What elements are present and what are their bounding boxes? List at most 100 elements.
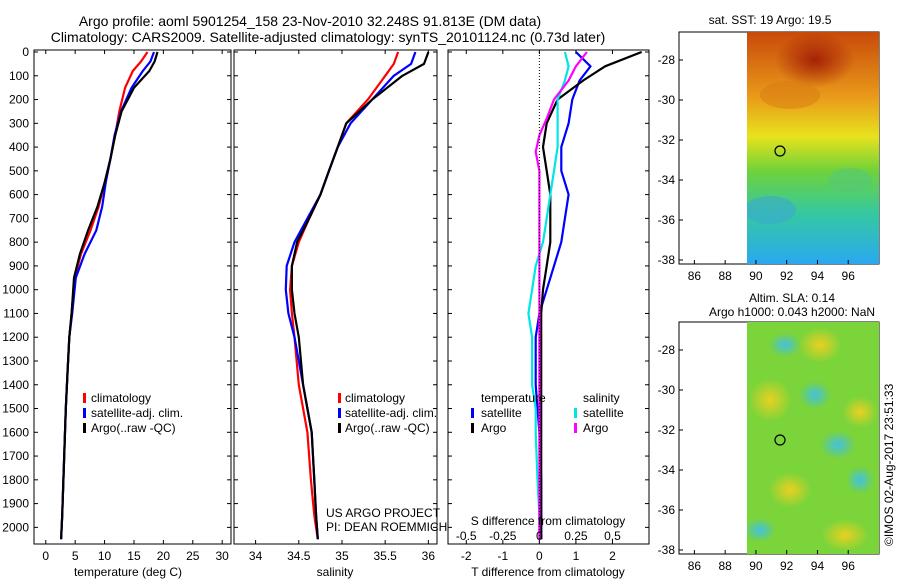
salinity-panel-frame: [233, 49, 438, 545]
map-y-tick-label: -32: [658, 423, 676, 437]
salinity-difference-ticks: -0.5 -0.25 0 0.25 0.5: [456, 529, 621, 543]
series-line-0: [289, 51, 400, 540]
map-y-tick-label: -34: [658, 173, 676, 187]
depth-tick-label: 1100: [3, 306, 29, 320]
map-x-tick-label: 94: [811, 559, 825, 573]
map-y-tick-label: -30: [658, 93, 676, 107]
salinity-legend: climatology satellite-adj. clim. Argo(..…: [338, 391, 437, 435]
map-x-tick-label: 94: [811, 269, 825, 283]
temperature-series: [60, 51, 159, 540]
header-line1: Argo profile: aoml 5901254_158 23-Nov-20…: [79, 13, 541, 29]
legend-swatch-temp-satellite: [471, 408, 474, 418]
map-x-tick-label: 96: [842, 269, 856, 283]
legend-label: satellite-adj. clim.: [91, 406, 183, 420]
depth-tick-label: 1400: [2, 378, 29, 392]
credit-project: US ARGO PROJECT: [326, 506, 441, 520]
sst-heatmap: [747, 32, 879, 264]
legend-header-salinity: salinity: [583, 391, 620, 405]
depth-tick-label: 1000: [2, 283, 29, 297]
x-tick-label: 30: [215, 549, 229, 563]
series-line-2: [527, 51, 570, 540]
map-y-tick-label: -38: [658, 253, 676, 267]
map-x-tick-label: 90: [749, 559, 763, 573]
x-tick-label: -1: [497, 549, 508, 563]
map-x-tick-label: 88: [718, 269, 732, 283]
depth-tick-label: 700: [9, 211, 29, 225]
salinity-x-ticks: 34 34.5 35 35.5 36: [249, 50, 435, 563]
x-tick-label: 34: [249, 549, 263, 563]
legend-swatch-climatology: [83, 393, 86, 403]
imos-stamp: ©IMOS 02-Aug-2017 23:51:33: [882, 383, 896, 546]
x-tick-label: 20: [157, 549, 171, 563]
sla-map-axes: 86 88 90 92 94 96 -28 -30 -32 -34 -36 -38: [658, 343, 856, 573]
temperature-x-ticks: 0 5 10 15 20 25 30: [42, 50, 229, 563]
legend-swatch-sal-satellite: [574, 408, 577, 418]
legend-swatch-temp-argo: [471, 423, 474, 433]
temperature-panel-frame: [33, 49, 232, 545]
depth-tick-label: 600: [9, 188, 29, 202]
legend-swatch-satellite: [338, 408, 341, 418]
map-y-tick-label: -34: [658, 463, 676, 477]
legend-label: climatology: [91, 391, 151, 405]
legend-swatch-sal-argo: [574, 423, 577, 433]
difference-x-ticks: -2 -1 0 1 2: [461, 50, 616, 563]
depth-tick-label: 500: [9, 164, 29, 178]
map-x-tick-label: 90: [749, 269, 763, 283]
x-tick-label: 35.5: [373, 549, 397, 563]
legend-label: satellite-adj. clim.: [345, 406, 437, 420]
x-tick-label: -2: [461, 549, 472, 563]
map-y-tick-label: -32: [658, 133, 676, 147]
depth-tick-label: 1600: [2, 425, 29, 439]
difference-series: [527, 50, 643, 540]
depth-tick-label: 1800: [2, 473, 29, 487]
legend-swatch-argo: [338, 423, 341, 433]
map-x-tick-label: 88: [718, 559, 732, 573]
difference-panel-frame: [447, 49, 650, 545]
map-y-tick-label: -28: [658, 53, 676, 67]
x-tick-label: 34.5: [287, 549, 311, 563]
top-tick-label: 0.5: [604, 529, 621, 543]
legend-label: Argo: [583, 421, 609, 435]
difference-legend: temperature salinity satellite Argo sate…: [471, 391, 624, 435]
series-line-1: [284, 51, 417, 540]
x-tick-label: 5: [72, 549, 79, 563]
series-line-2: [60, 51, 159, 540]
legend-label: Argo: [481, 421, 507, 435]
sst-map-title: sat. SST: 19 Argo: 19.5: [709, 13, 832, 27]
map-y-tick-label: -30: [658, 383, 676, 397]
legend-label: climatology: [345, 391, 405, 405]
salinity-difference-label: S difference from climatology: [471, 514, 626, 528]
depth-axis: 0 100 200 300 400 500 600 700 800 900 1000 1100 1200…: [2, 45, 649, 534]
map-x-tick-label: 86: [688, 269, 702, 283]
depth-tick-label: 1900: [2, 497, 29, 511]
header-line2: Climatology: CARS2009. Satellite-adjuste…: [51, 29, 606, 45]
map-y-tick-label: -36: [658, 213, 676, 227]
legend-label: satellite: [481, 406, 522, 420]
difference-x-label: T difference from climatology: [471, 565, 625, 579]
map-y-tick-label: -36: [658, 503, 676, 517]
legend-label: Argo(..raw -QC): [345, 421, 430, 435]
temperature-x-label: temperature (deg C): [74, 565, 182, 579]
legend-swatch-satellite: [83, 408, 86, 418]
x-tick-label: 36: [422, 549, 436, 563]
credit-pi: PI: DEAN ROEMMICH: [326, 520, 447, 534]
depth-tick-label: 2000: [2, 520, 29, 534]
depth-tick-label: 0: [22, 45, 29, 59]
map-x-tick-label: 96: [842, 559, 856, 573]
temperature-legend: climatology satellite-adj. clim. Argo(..…: [83, 391, 183, 435]
depth-tick-label: 900: [9, 259, 29, 273]
sla-heatmap: [747, 322, 879, 554]
legend-swatch-argo: [83, 423, 86, 433]
depth-tick-label: 300: [9, 116, 29, 130]
series-line-1: [60, 51, 156, 540]
depth-tick-label: 1500: [2, 402, 29, 416]
x-tick-label: 0: [42, 549, 49, 563]
sla-map-title-1: Altim. SLA: 0.14: [749, 291, 835, 305]
x-tick-label: 10: [98, 549, 112, 563]
depth-tick-label: 800: [9, 235, 29, 249]
depth-tick-label: 400: [9, 140, 29, 154]
depth-tick-label: 200: [9, 93, 29, 107]
depth-tick-label: 1700: [2, 449, 29, 463]
map-x-tick-label: 86: [688, 559, 702, 573]
argo-profile-marker: [774, 434, 786, 446]
